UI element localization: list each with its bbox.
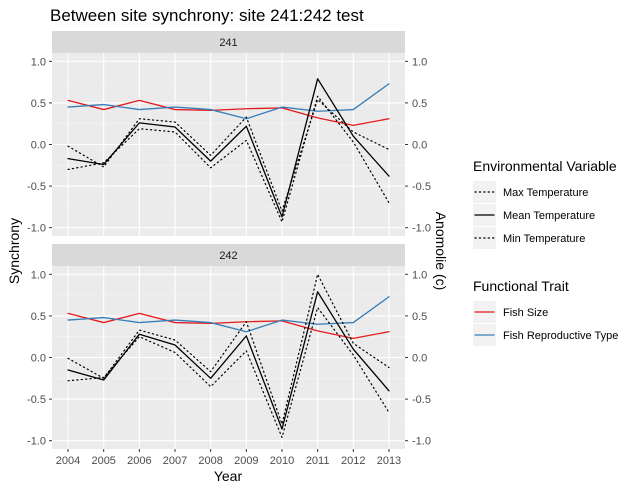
- x-tick-label: 2011: [306, 455, 330, 467]
- legend-group: Environmental Variable Max Temperature Mea…: [473, 158, 617, 249]
- x-tick-label: 2009: [234, 455, 258, 467]
- y-tick-label: 1.0: [31, 56, 46, 68]
- y2-axis-title: Anomolie (c): [433, 212, 449, 291]
- x-tick-label: 2010: [270, 455, 294, 467]
- legend: Environmental Variable Max Temperature Mea…: [473, 158, 618, 346]
- y2-tick-label: -1.0: [412, 436, 431, 448]
- facet-strip-label: 241: [219, 37, 237, 49]
- legend-item-label: Max Temperature: [503, 187, 588, 199]
- facet-panels: 241-1.0 -1.0-0.5 -0.50.0 0.00.5 0.51.0 1.0242…: [27, 31, 431, 467]
- y-tick-label: -0.5: [27, 181, 46, 193]
- x-tick-label: 2006: [127, 455, 151, 467]
- y2-tick-label: 1.0: [412, 56, 427, 68]
- legend-title: Functional Trait: [473, 278, 569, 294]
- y-tick-label: -1.0: [27, 223, 46, 235]
- facet-strip-label: 242: [219, 250, 237, 262]
- x-tick-label: 2005: [91, 455, 115, 467]
- y2-tick-label: -0.5: [412, 394, 431, 406]
- series-line-max-temperature: [67, 98, 390, 212]
- series-line-fish-reproductive-type: [67, 83, 390, 120]
- x-axis-title: Year: [214, 468, 243, 484]
- legend-title: Environmental Variable: [473, 158, 617, 174]
- y-tick-label: -1.0: [27, 436, 46, 448]
- y-axis-title: Synchrony: [6, 218, 22, 284]
- y2-tick-label: -0.5: [412, 181, 431, 193]
- series-line-fish-size: [67, 99, 390, 127]
- facet-strip: [52, 244, 405, 266]
- y-tick-label: 0.5: [31, 98, 46, 110]
- legend-item-label: Min Temperature: [503, 233, 585, 245]
- y-tick-label: 1.0: [31, 269, 46, 281]
- facet-panel-242: 242 -1.0 -1.0 -0.5 -0.5 0.0 0.0 0.5 0.5 1.0 1.0 200…: [27, 244, 431, 467]
- y2-tick-label: 0.5: [412, 311, 427, 323]
- x-tick-label: 2008: [198, 455, 222, 467]
- facet-strip: [52, 31, 405, 53]
- y-tick-label: -0.5: [27, 394, 46, 406]
- y2-tick-label: 0.0: [412, 353, 427, 365]
- series-line-fish-size: [67, 312, 390, 340]
- x-tick-label: 2012: [341, 455, 365, 467]
- series-line-min-temperature: [67, 306, 390, 438]
- y-tick-label: 0.0: [31, 353, 46, 365]
- series-line-max-temperature: [67, 273, 390, 425]
- facet-panel-241: 241 -1.0 -1.0 -0.5 -0.5 0.0 0.0 0.5 0.5 1.0 1.0: [27, 31, 431, 236]
- y-tick-label: 0.5: [31, 311, 46, 323]
- y2-tick-label: 1.0: [412, 269, 427, 281]
- series-line-fish-reproductive-type: [67, 296, 390, 333]
- chart-title: Between site synchrony: site 241:242 tes…: [50, 6, 364, 25]
- series-line-min-temperature: [67, 95, 390, 223]
- legend-group: Functional Trait Fish Size Fish Reproducti…: [473, 278, 618, 346]
- y-tick-label: 0.0: [31, 140, 46, 152]
- y2-tick-label: -1.0: [412, 223, 431, 235]
- x-tick-label: 2007: [163, 455, 187, 467]
- legend-item-label: Fish Reproductive Type: [503, 330, 618, 342]
- x-tick-label: 2004: [56, 455, 80, 467]
- y2-tick-label: 0.5: [412, 98, 427, 110]
- legend-item-label: Mean Temperature: [503, 210, 595, 222]
- x-tick-label: 2013: [377, 455, 401, 467]
- legend-item-label: Fish Size: [503, 307, 548, 319]
- y2-tick-label: 0.0: [412, 140, 427, 152]
